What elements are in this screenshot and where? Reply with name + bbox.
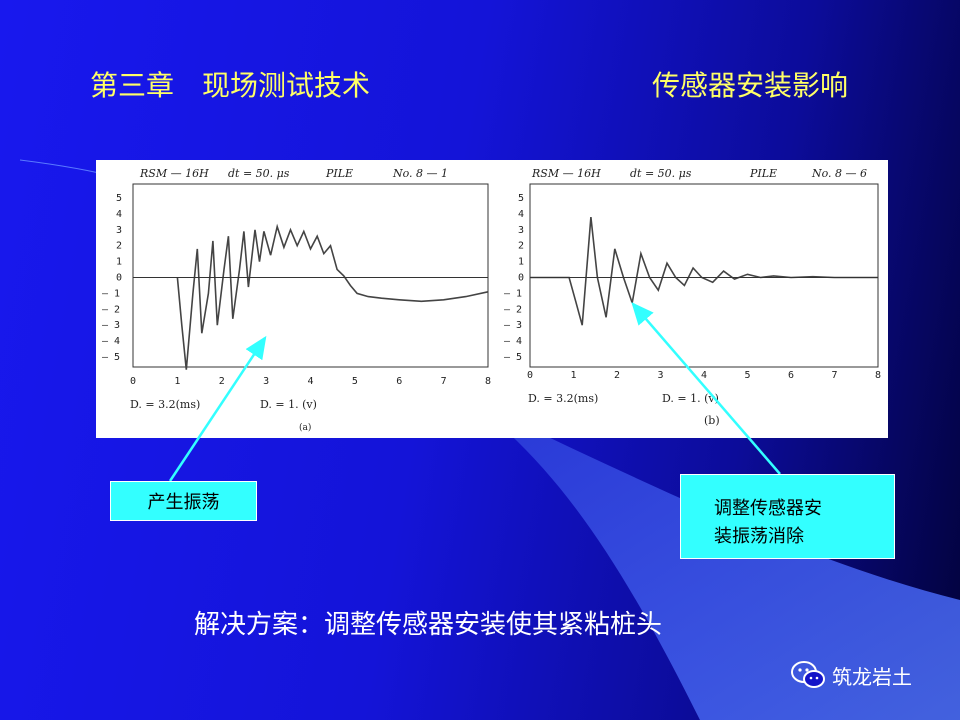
left-xtick-label: 5: [352, 376, 358, 387]
right-caption: (b): [704, 414, 720, 427]
right-ytick-label: — 1: [504, 288, 522, 299]
right-ytick-label: — 4: [504, 336, 522, 347]
right-ytick-label: 0: [518, 273, 524, 284]
left-footer-duration: D. = 3.2(ms): [130, 398, 200, 411]
right-ytick-label: 3: [518, 225, 524, 236]
left-ytick-label: 1: [116, 257, 122, 268]
right-header-model: RSM — 16H: [531, 167, 601, 180]
oscillation-label: 产生振荡: [147, 492, 220, 513]
adjustment-callout: 调整传感器安 装振荡消除: [680, 474, 895, 559]
right-xtick-label: 0: [527, 370, 533, 381]
left-ytick-label: — 1: [102, 288, 120, 299]
right-waveform-line: [530, 217, 878, 326]
left-xtick-label: 0: [130, 376, 136, 387]
left-ytick-label: 3: [116, 225, 122, 236]
right-ytick-label: — 3: [504, 320, 522, 331]
left-header-no: No. 8 — 1: [392, 167, 448, 180]
right-header-dt: dt = 50. μs: [630, 167, 692, 180]
watermark: 筑龙岩土: [790, 660, 912, 690]
right-ytick-label: 4: [518, 209, 524, 220]
right-ytick-label: 1: [518, 257, 524, 268]
left-ytick-label: 5: [116, 193, 122, 204]
right-xtick-label: 8: [875, 370, 881, 381]
right-ytick-label: — 5: [504, 352, 522, 363]
chapter-title: 第三章 现场测试技术: [90, 69, 371, 102]
adjustment-label-line1: 调整传感器安: [714, 498, 822, 519]
topic-title: 传感器安装影响: [652, 69, 849, 102]
right-ytick-label: 2: [518, 241, 524, 252]
oscillation-callout: 产生振荡: [110, 481, 257, 521]
right-xtick-label: 5: [745, 370, 751, 381]
left-xtick-label: 1: [174, 376, 180, 387]
right-xtick-label: 4: [701, 370, 707, 381]
watermark-text: 筑龙岩土: [832, 664, 912, 689]
left-ytick-label: 2: [116, 241, 122, 252]
left-header-pile: PILE: [325, 167, 353, 180]
left-footer-voltage: D. = 1. (v): [260, 398, 317, 411]
left-ytick-label: 4: [116, 209, 122, 220]
left-xtick-label: 2: [219, 376, 225, 387]
waveform-charts: RSM — 16H dt = 50. μs PILE No. 8 — 1 RSM…: [102, 167, 881, 433]
left-xtick-label: 3: [263, 376, 269, 387]
left-xtick-label: 7: [441, 376, 447, 387]
right-header-no: No. 8 — 6: [811, 167, 867, 180]
right-xtick-label: 6: [788, 370, 794, 381]
left-header-model: RSM — 16H: [139, 167, 209, 180]
waveform-figure: RSM — 16H dt = 50. μs PILE No. 8 — 1 RSM…: [96, 160, 888, 438]
left-ytick-label: — 5: [102, 352, 120, 363]
right-xtick-label: 7: [832, 370, 838, 381]
right-ytick-label: 5: [518, 193, 524, 204]
right-plot-frame: [529, 183, 879, 368]
left-ytick-label: — 4: [102, 336, 120, 347]
left-caption: (a): [299, 422, 311, 433]
right-footer-duration: D. = 3.2(ms): [528, 392, 598, 405]
right-xtick-label: 2: [614, 370, 620, 381]
right-footer-voltage: D. = 1. (v): [662, 392, 719, 405]
left-waveform-line: [176, 223, 489, 370]
right-xtick-label: 1: [571, 370, 577, 381]
left-xtick-label: 8: [485, 376, 491, 387]
right-header-pile: PILE: [749, 167, 777, 180]
wechat-icon: [791, 661, 825, 688]
left-xtick-label: 4: [308, 376, 314, 387]
solution-text: 解决方案：调整传感器安装使其紧粘桩头: [194, 610, 663, 640]
adjustment-label-line2: 装振荡消除: [714, 526, 804, 547]
left-xtick-label: 6: [396, 376, 402, 387]
left-ytick-label: — 2: [102, 304, 120, 315]
left-plot-frame: [132, 183, 489, 368]
left-ytick-label: — 3: [102, 320, 120, 331]
right-ytick-label: — 2: [504, 304, 522, 315]
left-ytick-label: 0: [116, 273, 122, 284]
left-header-dt: dt = 50. μs: [228, 167, 290, 180]
right-xtick-label: 3: [658, 370, 664, 381]
